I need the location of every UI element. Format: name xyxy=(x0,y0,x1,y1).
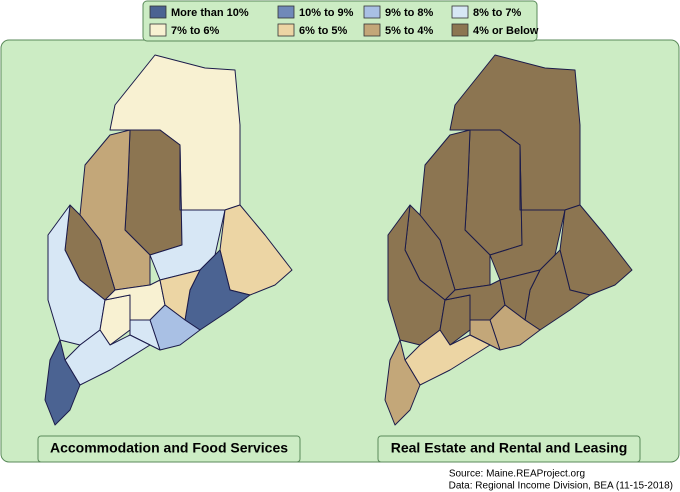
panel-title-box xyxy=(37,435,301,463)
source-text: Source: Maine.REAProject.org xyxy=(449,469,585,480)
legend-label: 7% to 6% xyxy=(171,25,220,37)
county xyxy=(469,319,501,351)
legend-label: 5% to 4% xyxy=(385,25,434,37)
county xyxy=(159,269,201,321)
county xyxy=(44,339,81,426)
county xyxy=(124,129,183,256)
legend-swatch xyxy=(363,5,381,19)
county xyxy=(499,269,541,321)
legend-swatch xyxy=(149,5,167,19)
legend-label: 6% to 5% xyxy=(299,25,348,37)
state-map xyxy=(44,54,293,426)
county xyxy=(464,129,523,256)
legend-box xyxy=(142,0,538,42)
legend-swatch xyxy=(451,5,469,19)
county xyxy=(129,319,161,351)
legend-label: 8% to 7% xyxy=(473,7,522,19)
legend-label: 9% to 8% xyxy=(385,7,434,19)
legend-swatch xyxy=(451,23,469,37)
legend: More than 10% 10% to 9% 9% to 8% 8% to 7% 7%… xyxy=(149,5,539,37)
state-map xyxy=(384,54,633,426)
panel-title-box xyxy=(377,435,641,463)
panel-title: Real Estate and Rental and Leasing xyxy=(391,440,628,456)
panel-title: Accommodation and Food Services xyxy=(50,440,288,456)
legend-label: 10% to 9% xyxy=(299,7,354,19)
legend-swatch xyxy=(149,23,167,37)
maps xyxy=(44,54,633,426)
data-text: Data: Regional Income Division, BEA (11-… xyxy=(449,481,673,492)
legend-label: 4% or Below xyxy=(473,25,539,37)
county xyxy=(384,339,421,426)
legend-swatch xyxy=(363,23,381,37)
legend-label: More than 10% xyxy=(171,7,249,19)
legend-swatch xyxy=(277,5,295,19)
legend-swatch xyxy=(277,23,295,37)
